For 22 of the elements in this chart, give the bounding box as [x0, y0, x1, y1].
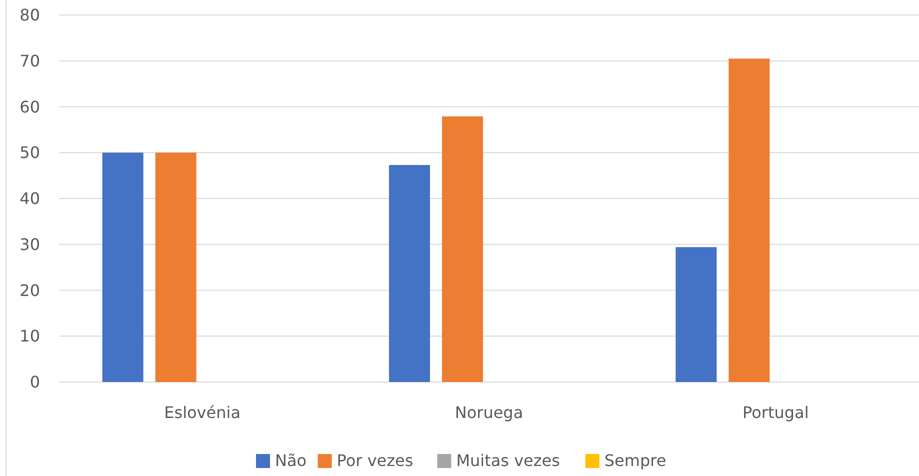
y-tick-label: 10 [20, 326, 40, 346]
bar [676, 247, 717, 382]
legend-label: Por vezes [336, 451, 414, 470]
bar [102, 152, 144, 382]
x-tick-label: Eslovénia [164, 403, 241, 422]
y-tick-label: 40 [20, 189, 40, 208]
y-tick-label: 20 [20, 280, 40, 300]
x-tick-label: Portugal [742, 403, 809, 422]
y-tick-label: 30 [20, 234, 40, 254]
bar [389, 165, 430, 382]
bar [155, 152, 196, 382]
legend-label: Muitas vezes [456, 451, 560, 470]
x-tick-label: Noruega [454, 403, 524, 422]
legend-label: Não [275, 451, 307, 470]
y-tick-label: 70 [20, 51, 40, 70]
y-tick-label: 60 [20, 97, 40, 116]
legend-label: Sempre [604, 451, 666, 470]
y-tick-label: 0 [30, 372, 40, 392]
bar [728, 58, 770, 382]
y-tick-label: 80 [20, 6, 40, 25]
bar [442, 116, 483, 382]
y-tick-label: 50 [20, 143, 40, 162]
